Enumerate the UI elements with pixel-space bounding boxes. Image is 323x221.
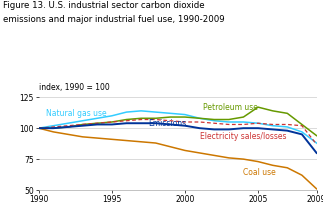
Text: index, 1990 = 100: index, 1990 = 100	[39, 83, 109, 92]
Text: Figure 13. U.S. industrial sector carbon dioxide: Figure 13. U.S. industrial sector carbon…	[3, 1, 205, 10]
Text: Coal use: Coal use	[244, 168, 276, 177]
Text: Electricity sales/losses: Electricity sales/losses	[200, 132, 286, 141]
Text: Emissions: Emissions	[148, 119, 187, 128]
Text: Natural gas use: Natural gas use	[46, 109, 107, 118]
Text: Petroleum use: Petroleum use	[203, 103, 257, 112]
Text: emissions and major industrial fuel use, 1990-2009: emissions and major industrial fuel use,…	[3, 15, 225, 25]
